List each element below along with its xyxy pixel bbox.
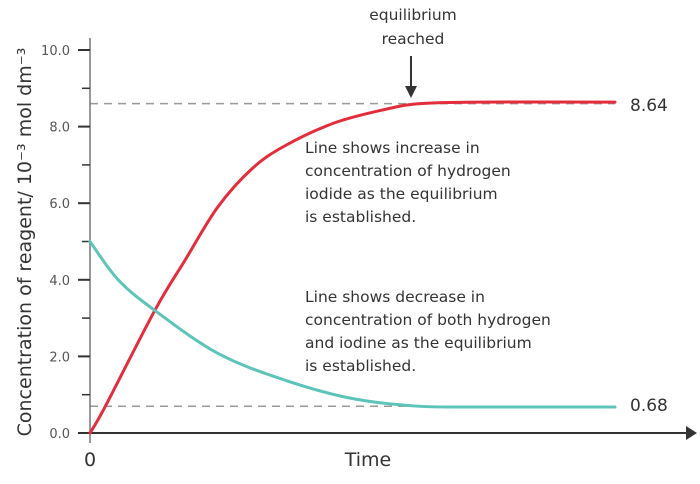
equilibrium-label-line-1: equilibrium <box>369 6 457 24</box>
decrease-note-line-4: is established. <box>305 357 416 375</box>
end-label-hydrogen-iodide: 8.64 <box>630 96 668 116</box>
increase-note-line-1: Line shows increase in <box>305 139 480 157</box>
increase-note-line-4: is established. <box>305 208 416 226</box>
x-axis-label: Time <box>344 449 392 471</box>
y-tick-label: 4.0 <box>49 274 70 289</box>
equilibrium-arrow-icon <box>405 86 417 98</box>
y-tick-label: 8.0 <box>49 121 70 136</box>
decrease-note-line-2: concentration of both hydrogen <box>305 311 551 329</box>
y-tick-label: 2.0 <box>49 350 70 365</box>
increase-note-line-3: iodide as the equilibrium <box>305 185 498 203</box>
y-tick-label: 6.0 <box>49 197 70 212</box>
series-line-hydrogen-and-iodine <box>88 240 617 409</box>
axes: 0.0 2.0 4.0 6.0 8.0 10.0 <box>41 38 697 443</box>
series-line-hydrogen-iodide <box>88 100 617 435</box>
y-axis-label: Concentration of reagent/ 10⁻³ mol dm⁻³ <box>14 48 36 437</box>
series-lines <box>88 100 617 435</box>
y-tick-label: 10.0 <box>41 44 70 59</box>
x-axis-arrow-icon <box>686 426 697 440</box>
y-tick-label: 0.0 <box>49 427 70 442</box>
increase-note-line-2: concentration of hydrogen <box>305 162 511 180</box>
labels: Concentration of reagent/ 10⁻³ mol dm⁻³ … <box>14 6 668 471</box>
end-label-hydrogen-iodine: 0.68 <box>630 396 668 416</box>
equilibrium-label-line-2: reached <box>382 30 445 48</box>
decrease-note-line-1: Line shows decrease in <box>305 288 485 306</box>
decrease-note-line-3: and iodine as the equilibrium <box>305 334 532 352</box>
x-tick-label-0: 0 <box>84 449 96 471</box>
